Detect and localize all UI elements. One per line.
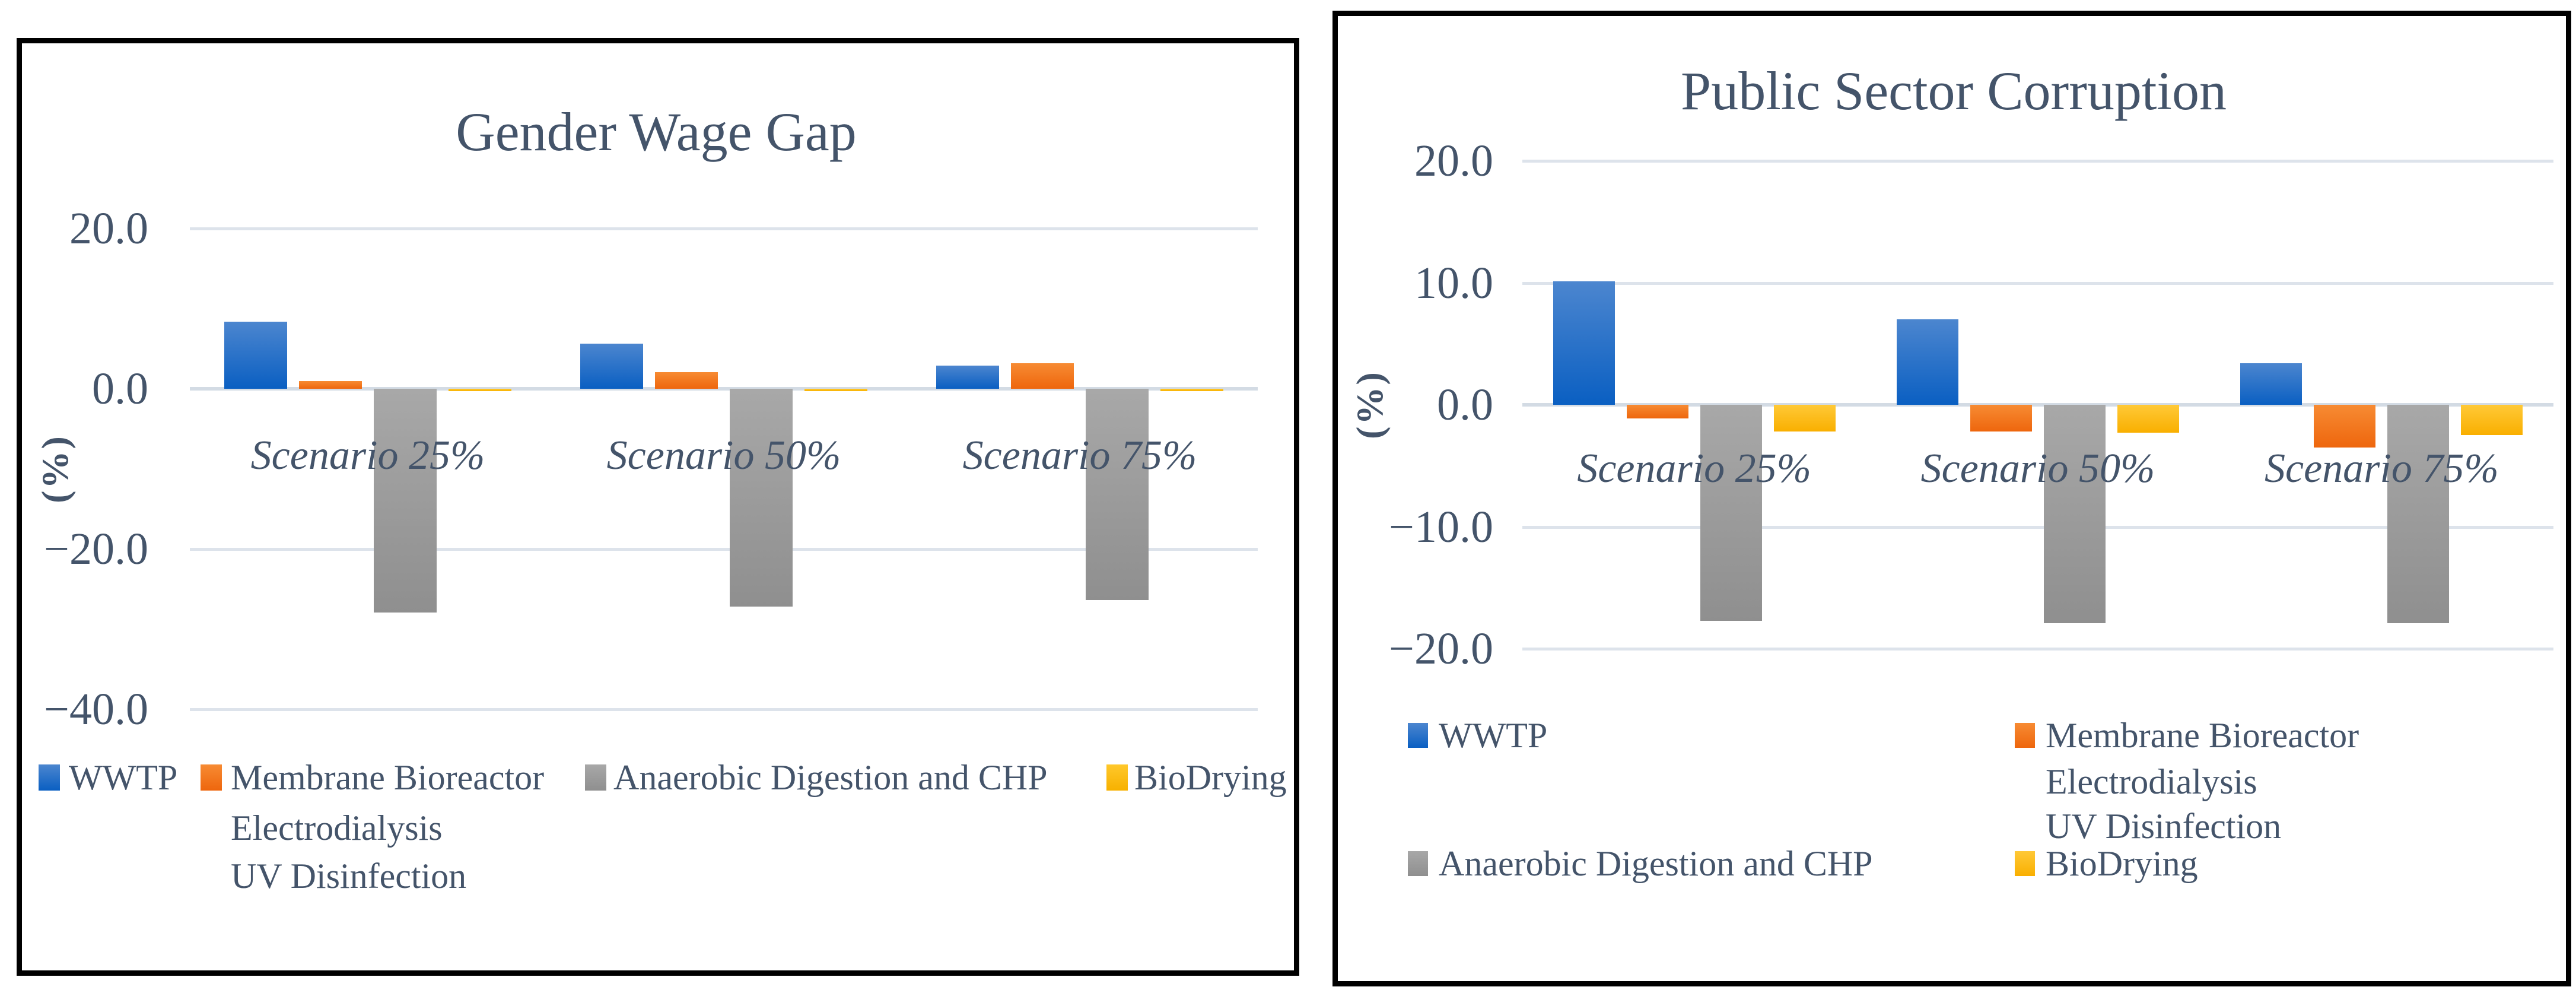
bar-series2-cat1 <box>730 389 793 607</box>
legend-label-electrodialysis: Electrodialysis <box>231 808 443 848</box>
bar-series2-cat2 <box>1086 389 1149 601</box>
bar-series1-cat2 <box>1011 363 1074 389</box>
bar-series1-cat0 <box>1626 405 1688 418</box>
x-category-label: Scenario 50% <box>606 433 841 478</box>
bar-series3-cat1 <box>2117 405 2179 433</box>
legend-label-wwtp: WWTP <box>1439 716 1548 755</box>
legend-label-uv-disinfection: UV Disinfection <box>231 856 467 896</box>
bar-series3-cat1 <box>804 389 867 392</box>
gridline <box>190 227 1258 230</box>
y-tick-label: −20.0 <box>44 524 148 574</box>
y-tick-label: 0.0 <box>92 364 148 414</box>
bar-series2-cat1 <box>2044 405 2106 623</box>
bar-series1-cat0 <box>299 380 362 389</box>
legend-label-biodrying: BioDrying <box>1134 758 1287 797</box>
legend-label-anaerobic-digestion: Anaerobic Digestion and CHP <box>613 758 1048 797</box>
chart-panel-public-sector-corruption: Public Sector Corruption (%) WWTP Membra… <box>1332 11 2571 986</box>
bar-series3-cat0 <box>449 389 511 392</box>
x-category-label: Scenario 50% <box>1920 446 2155 491</box>
gridline <box>190 548 1258 551</box>
bar-series1-cat1 <box>655 372 718 389</box>
bar-series0-cat0 <box>224 321 287 389</box>
chart-title: Public Sector Corruption <box>1681 61 2227 121</box>
legend-swatch-membrane-bioreactor <box>2015 723 2035 748</box>
bar-series0-cat0 <box>1553 281 1615 405</box>
legend-swatch-wwtp <box>39 764 60 791</box>
x-category-label: Scenario 75% <box>2265 446 2499 491</box>
legend-swatch-biodrying <box>1106 764 1128 791</box>
bar-series3-cat0 <box>1773 405 1836 432</box>
bar-series1-cat2 <box>2314 405 2376 448</box>
legend-label-membrane-bioreactor: Membrane Bioreactor <box>231 758 545 797</box>
legend-swatch-wwtp <box>1408 723 1428 748</box>
x-axis-line <box>1522 403 2553 407</box>
y-tick-label: −20.0 <box>1389 624 1493 674</box>
y-tick-label: 20.0 <box>1414 136 1493 186</box>
y-tick-label: 0.0 <box>1437 380 1493 430</box>
legend-label-electrodialysis: Electrodialysis <box>2046 762 2257 801</box>
legend-swatch-anaerobic-digestion <box>1408 851 1428 876</box>
x-category-label: Scenario 25% <box>250 433 485 478</box>
chart-panel-gender-wage-gap: Gender Wage Gap (%) WWTP Membrane Biorea… <box>17 38 1299 976</box>
y-tick-label: −10.0 <box>1389 502 1493 552</box>
y-tick-label: 10.0 <box>1414 258 1493 308</box>
bar-series3-cat2 <box>2461 405 2523 436</box>
gridline <box>1522 160 2553 163</box>
legend-label-anaerobic-digestion: Anaerobic Digestion and CHP <box>1439 844 1873 883</box>
bar-series1-cat1 <box>1970 405 2032 432</box>
x-category-label: Scenario 25% <box>1577 446 1811 491</box>
bar-series0-cat2 <box>936 365 999 389</box>
legend-swatch-biodrying <box>2015 851 2035 876</box>
legend-swatch-membrane-bioreactor <box>201 764 222 791</box>
bar-series0-cat2 <box>2240 363 2303 405</box>
legend-label-uv-disinfection: UV Disinfection <box>2046 807 2282 846</box>
bar-series2-cat2 <box>2387 405 2450 623</box>
bar-series2-cat0 <box>374 389 437 613</box>
gridline <box>1522 525 2553 529</box>
gridline <box>1522 281 2553 285</box>
legend-swatch-anaerobic-digestion <box>585 764 606 791</box>
legend-label-wwtp: WWTP <box>69 758 178 797</box>
y-axis-title: (%) <box>34 434 76 503</box>
bar-series0-cat1 <box>580 344 643 389</box>
x-axis-line <box>190 387 1258 391</box>
gridline <box>190 708 1258 711</box>
legend-label-membrane-bioreactor: Membrane Bioreactor <box>2046 716 2359 755</box>
legend-label-biodrying: BioDrying <box>2046 844 2198 883</box>
bar-series0-cat1 <box>1897 319 1958 405</box>
gridline <box>1522 648 2553 651</box>
bar-series2-cat0 <box>1700 405 1762 621</box>
x-category-label: Scenario 75% <box>962 433 1197 478</box>
bar-series3-cat2 <box>1160 389 1223 392</box>
chart-title: Gender Wage Gap <box>456 101 857 162</box>
panel-border <box>1332 11 2571 986</box>
y-tick-label: −40.0 <box>44 684 148 734</box>
y-tick-label: 20.0 <box>69 204 148 253</box>
